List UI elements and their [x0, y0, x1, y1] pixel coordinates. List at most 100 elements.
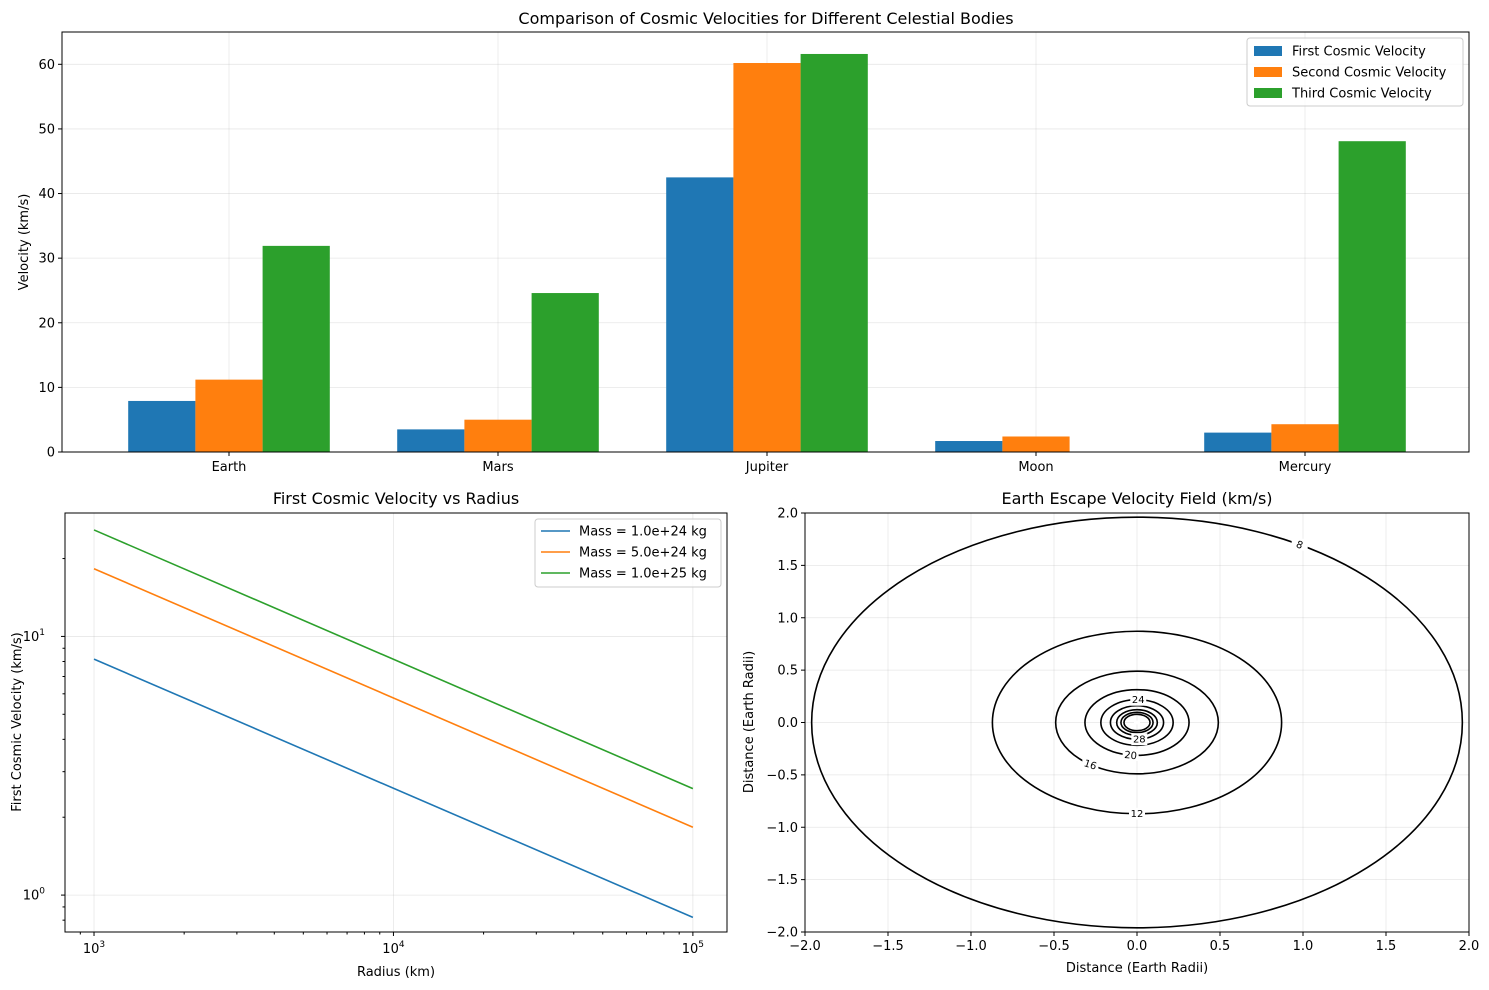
contour-chart-ylabel: Distance (Earth Radii): [742, 651, 757, 793]
contour-x-tick-label: −1.0: [955, 939, 987, 954]
line-x-tick-base: 10: [83, 942, 100, 957]
contour-level-36: [1120, 711, 1154, 734]
contour-x-tick-label: −2.0: [789, 939, 821, 954]
line-y-tick-exp: 1: [39, 628, 45, 638]
line-legend-label: Mass = 1.0e+24 kg: [579, 525, 707, 540]
bar-mars-s2: [464, 419, 532, 452]
contour-label-24: 24: [1132, 695, 1145, 706]
bar-mars-s3: [531, 293, 599, 452]
line-y-tick-base: 10: [23, 630, 40, 645]
bar-earth-s3: [262, 245, 330, 452]
contour-level-16: [1054, 670, 1220, 775]
line-chart-x-ticks: 103 104 105: [79, 932, 704, 957]
bar-mars-s1: [397, 429, 465, 452]
contour-label-bg: [1122, 749, 1139, 762]
bar-jupiter-s3: [800, 53, 868, 452]
contour-y-tick-label: 1.5: [777, 559, 798, 574]
line-x-tick-base: 10: [682, 942, 699, 957]
bar-jupiter-s1: [666, 177, 734, 452]
contour-x-tick-label: 1.0: [1293, 939, 1314, 954]
bar-mercury-s1: [1204, 432, 1272, 452]
bar-x-tick-label: Moon: [1018, 460, 1053, 475]
bar-x-tick-label: Earth: [212, 460, 247, 475]
line-legend-box: [534, 518, 722, 588]
line-chart-ylabel: First Cosmic Velocity (km/s): [10, 632, 25, 811]
line-chart-lines: [93, 529, 694, 919]
contour-level-8: [810, 516, 1464, 929]
contour-chart-x-ticks: −2.0 −1.5 −1.0 −0.5 0.0 0.5 1.0 1.5 2.0: [789, 932, 1479, 954]
contour-x-tick-label: 0.0: [1127, 939, 1148, 954]
bar-chart-title: Comparison of Cosmic Velocities for Diff…: [518, 9, 1013, 28]
bar-jupiter-s2: [733, 63, 801, 453]
line-chart-title: First Cosmic Velocity vs Radius: [273, 489, 519, 508]
contour-label-bg: [1082, 758, 1099, 771]
bar-chart-ylabel: Velocity (km/s): [17, 194, 32, 291]
contour-label-bg: [1291, 538, 1308, 551]
line-x-tick-label: 104: [382, 940, 405, 957]
contour-x-tick-label: 1.5: [1376, 939, 1397, 954]
line-series-1: [93, 658, 694, 919]
bar-y-tick-label: 20: [38, 316, 55, 331]
contour-label-28: 28: [1133, 735, 1146, 746]
bar-mercury-s3: [1338, 141, 1406, 452]
bar-chart-x-ticks: Earth Mars Jupiter Moon Mercury: [212, 452, 1332, 475]
contour-label-bg: [1129, 807, 1145, 820]
contour-x-tick-label: −0.5: [1038, 939, 1070, 954]
contour-x-tick-label: −1.5: [872, 939, 904, 954]
bar-mercury-s2: [1271, 424, 1339, 452]
bar-legend-swatch: [1254, 88, 1282, 98]
contour-y-tick-label: −1.0: [766, 821, 798, 836]
line-x-tick-label: 103: [83, 940, 105, 957]
contour-level-40: [1123, 713, 1151, 732]
bar-earth-s1: [128, 400, 196, 452]
contour-y-tick-label: −1.5: [766, 873, 798, 888]
bar-chart-panel: Comparison of Cosmic Velocities for Diff…: [17, 9, 1470, 475]
line-x-tick-exp: 4: [399, 940, 405, 950]
bar-y-tick-label: 50: [38, 122, 55, 137]
contour-label-16: 16: [1082, 758, 1098, 772]
line-chart-panel: First Cosmic Velocity vs Radius 103 104 10…: [10, 489, 728, 980]
contour-center-gap: [1134, 720, 1140, 725]
bar-chart-y-ticks: 0 10 20 30 40 50 60: [38, 58, 62, 461]
bar-x-tick-label: Mars: [482, 460, 514, 475]
contour-x-tick-label: 2.0: [1459, 939, 1480, 954]
bar-moon-s1: [935, 441, 1003, 452]
bar-legend-label: First Cosmic Velocity: [1292, 45, 1426, 60]
contour-label-8: 8: [1294, 539, 1304, 552]
line-legend-label: Mass = 1.0e+25 kg: [579, 567, 707, 582]
contour-x-tick-label: 0.5: [1210, 939, 1231, 954]
contour-y-tick-label: 0.0: [777, 716, 798, 731]
bar-y-tick-label: 10: [38, 381, 55, 396]
line-x-tick-exp: 3: [99, 940, 105, 950]
line-y-tick-exp: 0: [39, 887, 45, 897]
contour-y-tick-label: −2.0: [766, 926, 798, 941]
bar-chart-legend: First Cosmic Velocity Second Cosmic Veloc…: [1246, 37, 1464, 107]
line-series-3: [93, 529, 694, 790]
line-chart-frame: [64, 512, 728, 933]
contour-label-bg: [1130, 693, 1147, 706]
line-y-tick-label: 101: [23, 628, 45, 645]
contour-label-20: 20: [1124, 750, 1138, 762]
line-x-tick-base: 10: [382, 942, 399, 957]
contour-lines: 8 12 16 20 24 28: [810, 516, 1464, 929]
bar-legend-label: Second Cosmic Velocity: [1292, 66, 1447, 81]
contour-chart-y-ticks: −2.0 −1.5 −1.0 −0.5 0.0 0.5 1.0 1.5 2.0: [766, 507, 805, 941]
bar-legend-box: [1246, 37, 1464, 107]
line-y-tick-label: 100: [23, 887, 46, 904]
line-chart-xlabel: Radius (km): [357, 965, 435, 980]
line-series-2: [93, 567, 694, 828]
bar-legend-swatch: [1254, 67, 1282, 77]
contour-chart-title: Earth Escape Velocity Field (km/s): [1001, 489, 1272, 508]
contour-chart-xlabel: Distance (Earth Radii): [1066, 961, 1208, 976]
bar-chart-bars: [128, 53, 1406, 453]
line-x-tick-exp: 5: [698, 940, 704, 950]
bar-y-tick-label: 30: [38, 252, 55, 267]
contour-y-tick-label: 1.0: [777, 611, 798, 626]
bar-moon-s2: [1002, 436, 1070, 452]
bar-legend-label: Third Cosmic Velocity: [1291, 87, 1432, 102]
bar-chart-frame: [61, 31, 1470, 453]
contour-y-tick-label: 0.5: [777, 664, 798, 679]
contour-y-tick-label: −0.5: [766, 768, 798, 783]
